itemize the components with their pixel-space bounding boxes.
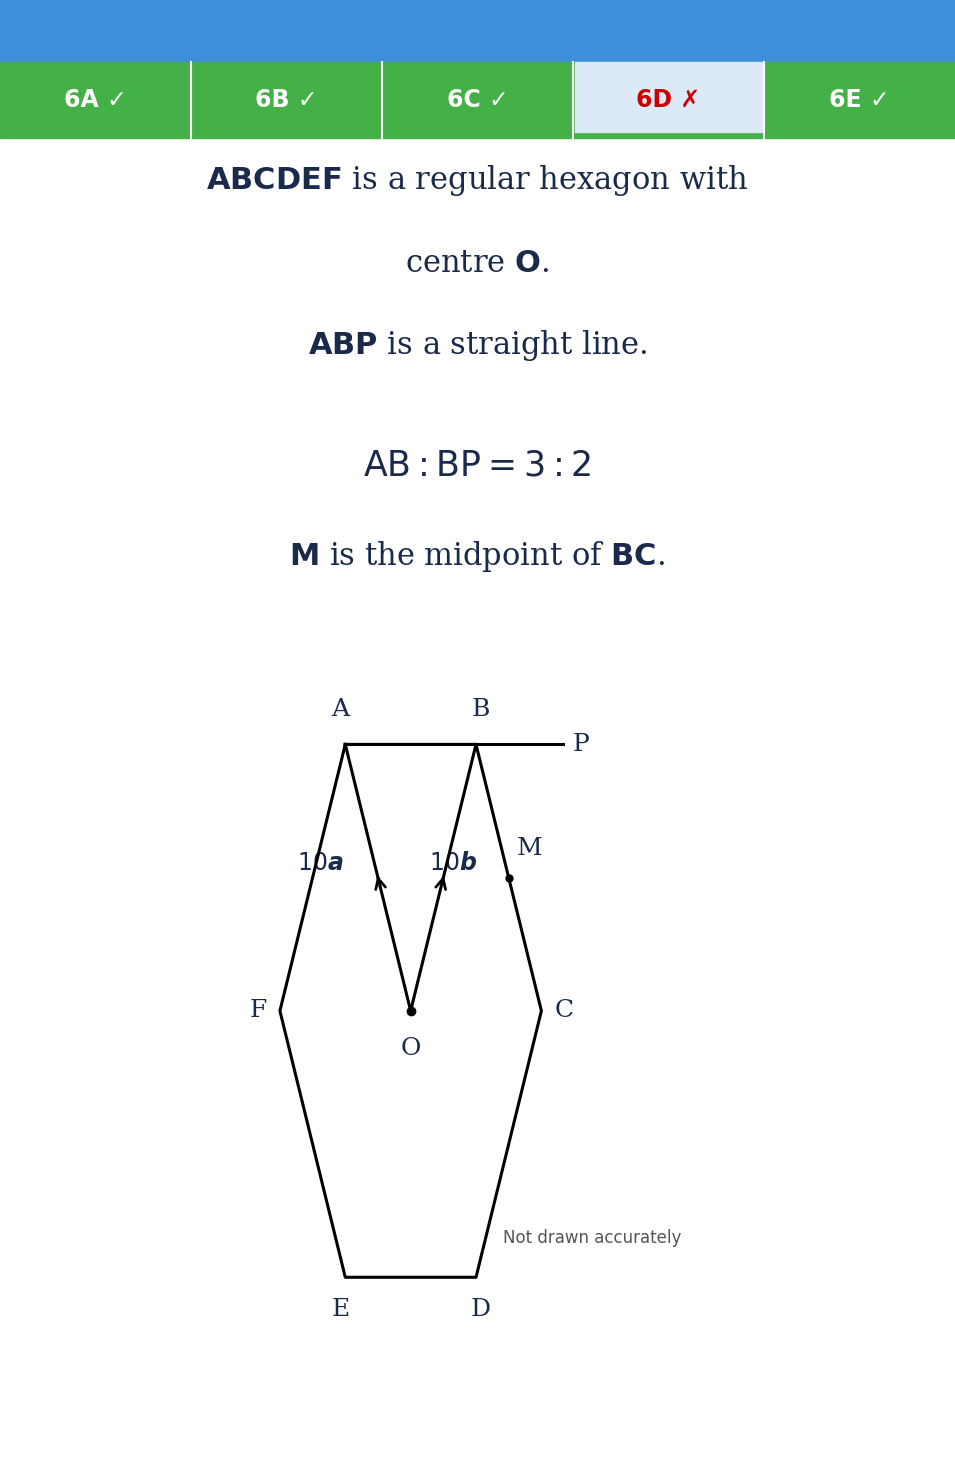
Text: M: M (517, 837, 542, 860)
Text: centre $\bf{O}$.: centre $\bf{O}$. (406, 248, 549, 278)
Text: $10\boldsymbol{b}$: $10\boldsymbol{b}$ (429, 851, 477, 875)
Text: O: O (400, 1037, 421, 1061)
Text: 6A ✓: 6A ✓ (64, 88, 127, 111)
Text: 6E ✓: 6E ✓ (829, 88, 890, 111)
Text: E: E (331, 1298, 350, 1321)
Text: C: C (555, 999, 574, 1023)
Bar (0, 0, 955, 62)
Text: $\bf{ABCDEF}$ is a regular hexagon with: $\bf{ABCDEF}$ is a regular hexagon with (206, 163, 749, 198)
Text: 6D ✗: 6D ✗ (636, 88, 701, 111)
Bar (575, 62, 762, 132)
Text: B: B (472, 697, 490, 721)
Text: $\bf{M}$ is the midpoint of $\bf{BC}$.: $\bf{M}$ is the midpoint of $\bf{BC}$. (289, 539, 666, 574)
Text: $\bf{ABP}$ is a straight line.: $\bf{ABP}$ is a straight line. (308, 328, 647, 363)
Text: Not drawn accurately: Not drawn accurately (503, 1229, 681, 1247)
Text: P: P (573, 732, 589, 756)
Text: F: F (249, 999, 266, 1023)
Bar (0, 62, 955, 138)
Text: $\mathrm{AB{:}BP} = 3 : 2$: $\mathrm{AB{:}BP} = 3 : 2$ (363, 448, 592, 482)
Text: 6C ✓: 6C ✓ (447, 88, 508, 111)
Text: $10\boldsymbol{a}$: $10\boldsymbol{a}$ (297, 851, 344, 875)
Text: D: D (471, 1298, 491, 1321)
Text: A: A (331, 697, 350, 721)
Text: 6B ✓: 6B ✓ (255, 88, 318, 111)
